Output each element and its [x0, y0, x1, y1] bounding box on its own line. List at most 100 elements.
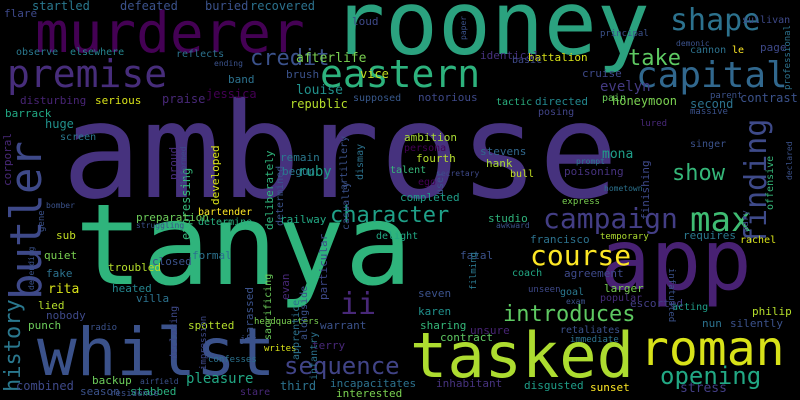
- word-sub: sub: [56, 229, 76, 242]
- word-punch: punch: [28, 319, 62, 332]
- word-opening: opening: [660, 362, 762, 390]
- word-barrack: barrack: [5, 107, 52, 120]
- word-max: max: [690, 200, 752, 240]
- word-express: express: [562, 197, 600, 207]
- word-delight: delight: [376, 231, 419, 242]
- word-awkward: awkward: [496, 221, 530, 230]
- word-popular: popular: [600, 293, 643, 304]
- word-evan: evan: [279, 273, 292, 301]
- word-backup: backup: [92, 374, 132, 387]
- word-spotted: spotted: [188, 319, 235, 332]
- word-demonic: demonic: [676, 39, 710, 48]
- word-identical: identical: [480, 49, 540, 62]
- word-singer: singer: [690, 139, 727, 150]
- word-cannon: cannon: [690, 45, 727, 56]
- word-stevens: stevens: [480, 145, 527, 158]
- word-nobody: nobody: [46, 309, 86, 322]
- word-coach: coach: [512, 268, 543, 279]
- word-reflects: reflects: [176, 49, 225, 60]
- word-sharing: sharing: [420, 319, 467, 332]
- word-closed: closed: [152, 255, 192, 268]
- word-third: third: [280, 379, 317, 393]
- word-notorious: notorious: [418, 91, 478, 104]
- word-capital: capital: [636, 55, 788, 96]
- word-confesses: confesses: [208, 355, 257, 365]
- word-tanya: tanya: [75, 181, 413, 311]
- word-interested: interested: [336, 387, 403, 400]
- word-credit: credit: [250, 46, 330, 71]
- word-introduces: introduces: [503, 302, 636, 327]
- word-philip: philip: [752, 305, 792, 318]
- word-requires: requires: [683, 229, 736, 242]
- word-rita: rita: [48, 282, 80, 297]
- word-mona: mona: [602, 147, 634, 162]
- word-character: character: [330, 203, 450, 228]
- word-seven: seven: [418, 287, 452, 300]
- word-massive: massive: [690, 107, 728, 117]
- word-shape: shape: [670, 3, 761, 38]
- word-apprentice: apprentice: [291, 299, 302, 360]
- word-flare: flare: [4, 7, 38, 20]
- word-defending: defending: [27, 246, 36, 290]
- word-jey: jey: [240, 335, 257, 345]
- word-rooney: rooney: [332, 0, 650, 75]
- word-finishing: finishing: [639, 160, 652, 220]
- word-residence: residence: [110, 389, 159, 399]
- word-ii: ii: [340, 287, 377, 322]
- word-recovered: recovered: [250, 0, 316, 13]
- word-remain: remain: [280, 151, 320, 164]
- word-goal: goal: [560, 287, 585, 298]
- word-bull: bull: [510, 169, 535, 180]
- word-disturbing: disturbing: [20, 94, 87, 107]
- word-principal: principal: [600, 29, 649, 39]
- word-evelyn: evelyn: [600, 79, 651, 95]
- word-combined: combined: [16, 379, 74, 393]
- word-course: course: [530, 239, 632, 272]
- word-cruise: cruise: [582, 67, 622, 80]
- word-republic: republic: [290, 97, 348, 111]
- word-posing: posing: [538, 107, 575, 118]
- word-unsure: unsure: [470, 324, 510, 337]
- word-mary: mary: [741, 210, 751, 232]
- word-informed: informed: [179, 146, 188, 185]
- word-preparation: preparation: [136, 211, 209, 224]
- word-studio: studio: [488, 212, 528, 225]
- word-le: le: [732, 45, 745, 56]
- word-stress: stress: [680, 381, 727, 396]
- word-second: second: [690, 97, 734, 111]
- word-fourth: fourth: [416, 152, 456, 165]
- word-startled: startled: [32, 0, 90, 13]
- word-karen: karen: [418, 305, 452, 318]
- word-campaign: campaign: [543, 202, 678, 235]
- word-sunset: sunset: [590, 381, 630, 394]
- word-poisoning: poisoning: [564, 165, 624, 178]
- word-season: season: [80, 385, 120, 398]
- word-sacrificing: sacrificing: [263, 273, 274, 340]
- word-agreement: agreement: [564, 267, 624, 280]
- word-honeymoon: honeymoon: [612, 94, 678, 108]
- word-sullivan: sullivan: [742, 15, 791, 26]
- word-pleasure: pleasure: [186, 371, 254, 387]
- word-contract: contract: [440, 331, 493, 344]
- word-ambition: ambition: [404, 131, 457, 144]
- word-airfield: airfield: [140, 377, 179, 386]
- word-professional: professional: [783, 24, 793, 90]
- word-screen: screen: [60, 132, 97, 143]
- word-secretary: secretary: [436, 169, 480, 178]
- word-band: band: [228, 73, 255, 86]
- word-stabbed: stabbed: [130, 385, 177, 398]
- word-ego: ego: [418, 177, 437, 188]
- word-basic: basic: [512, 55, 543, 66]
- word-struggling: struggling: [136, 221, 185, 230]
- word-temporary: temporary: [600, 232, 649, 242]
- word-developed: developed: [209, 145, 222, 205]
- word-radio: radio: [90, 323, 118, 333]
- word-disgusted: disgusted: [524, 379, 584, 392]
- word-acting: acting: [672, 302, 709, 313]
- word-louise: louise: [296, 83, 343, 98]
- word-quiet: quiet: [44, 249, 78, 262]
- word-terry: terry: [312, 339, 346, 352]
- word-ruby: ruby: [298, 164, 332, 180]
- word-murderer: murderer: [35, 1, 305, 66]
